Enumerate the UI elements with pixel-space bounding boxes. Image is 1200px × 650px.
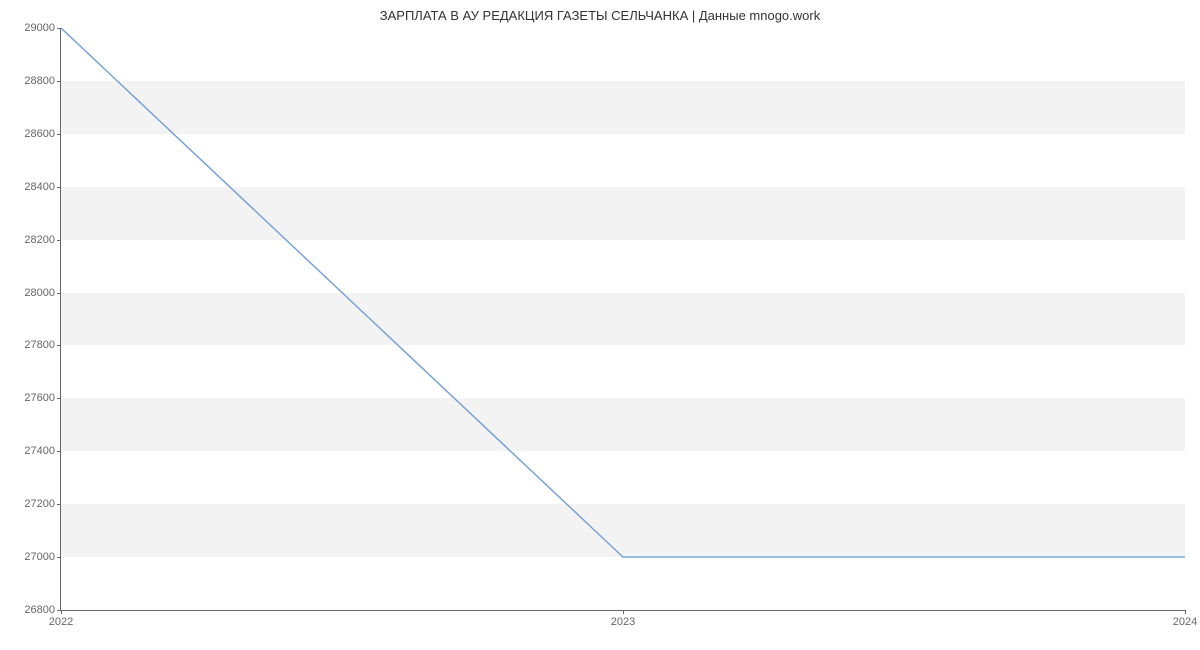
- y-tick-label: 29000: [24, 22, 55, 34]
- x-tick-mark: [61, 610, 62, 614]
- x-tick-mark: [1185, 610, 1186, 614]
- y-tick-label: 27800: [24, 339, 55, 351]
- y-tick-label: 27000: [24, 551, 55, 563]
- y-tick-label: 28800: [24, 75, 55, 87]
- series-line: [61, 28, 1185, 557]
- y-tick-label: 26800: [24, 604, 55, 616]
- y-tick-mark: [57, 28, 61, 29]
- x-tick-label: 2024: [1173, 616, 1197, 628]
- y-tick-mark: [57, 345, 61, 346]
- x-tick-mark: [623, 610, 624, 614]
- y-tick-mark: [57, 134, 61, 135]
- y-tick-label: 28000: [24, 287, 55, 299]
- y-tick-mark: [57, 187, 61, 188]
- x-tick-label: 2023: [611, 616, 635, 628]
- y-tick-mark: [57, 81, 61, 82]
- y-tick-label: 28600: [24, 128, 55, 140]
- y-tick-label: 27200: [24, 498, 55, 510]
- data-line: [61, 28, 1185, 610]
- y-tick-mark: [57, 451, 61, 452]
- y-tick-label: 27400: [24, 445, 55, 457]
- x-tick-label: 2022: [49, 616, 73, 628]
- y-tick-label: 28200: [24, 234, 55, 246]
- salary-chart: ЗАРПЛАТА В АУ РЕДАКЦИЯ ГАЗЕТЫ СЕЛЬЧАНКА …: [0, 0, 1200, 650]
- y-tick-mark: [57, 504, 61, 505]
- y-tick-mark: [57, 398, 61, 399]
- chart-title: ЗАРПЛАТА В АУ РЕДАКЦИЯ ГАЗЕТЫ СЕЛЬЧАНКА …: [0, 8, 1200, 23]
- y-tick-mark: [57, 240, 61, 241]
- y-tick-label: 27600: [24, 392, 55, 404]
- plot-area: 2680027000272002740027600278002800028200…: [60, 28, 1185, 611]
- y-tick-label: 28400: [24, 181, 55, 193]
- y-tick-mark: [57, 293, 61, 294]
- y-tick-mark: [57, 557, 61, 558]
